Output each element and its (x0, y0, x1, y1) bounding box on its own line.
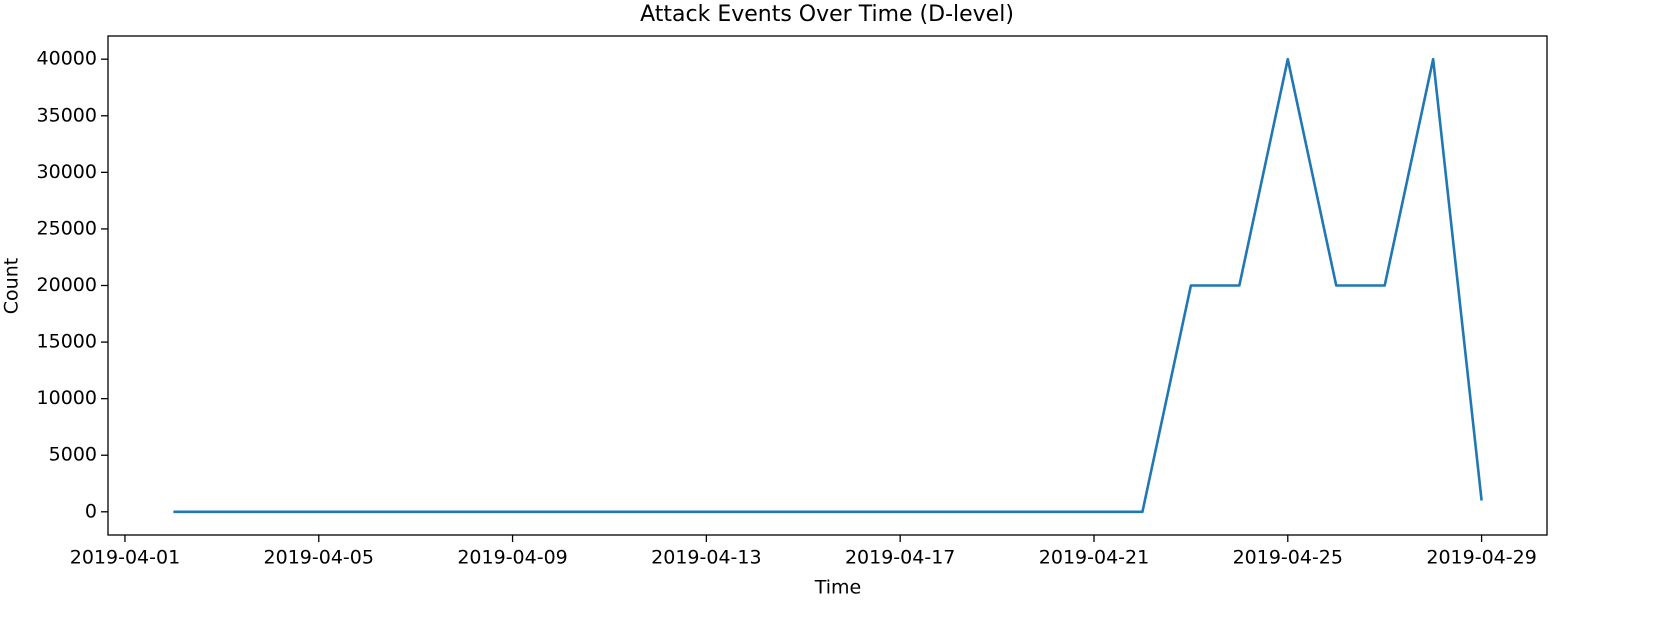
y-axis-label: Count (1, 258, 23, 314)
y-tick-label: 15000 (37, 331, 97, 353)
y-tick-label: 35000 (37, 104, 97, 126)
x-tick-label: 2019-04-01 (70, 547, 180, 569)
y-tick-label: 30000 (37, 161, 97, 183)
y-tick-label: 40000 (37, 48, 97, 70)
x-axis-label: Time (814, 577, 862, 599)
line (173, 57, 1483, 514)
x-tick-label: 2019-04-17 (845, 547, 955, 569)
plot-frame (107, 35, 1548, 536)
y-tick-label: 10000 (37, 387, 97, 409)
y-tick-label: 5000 (49, 444, 97, 466)
x-tick-label: 2019-04-21 (1039, 547, 1149, 569)
y-tick-label: 20000 (37, 274, 97, 296)
x-tick-label: 2019-04-13 (651, 547, 761, 569)
chart-title: Attack Events Over Time (D-level) (640, 2, 1014, 27)
x-tick-label: 2019-04-25 (1233, 547, 1343, 569)
x-tick-label: 2019-04-09 (457, 547, 567, 569)
y-tick-label: 0 (85, 500, 97, 522)
x-tick-label: 2019-04-29 (1426, 547, 1536, 569)
x-tick-label: 2019-04-05 (264, 547, 374, 569)
y-tick-label: 25000 (37, 217, 97, 239)
